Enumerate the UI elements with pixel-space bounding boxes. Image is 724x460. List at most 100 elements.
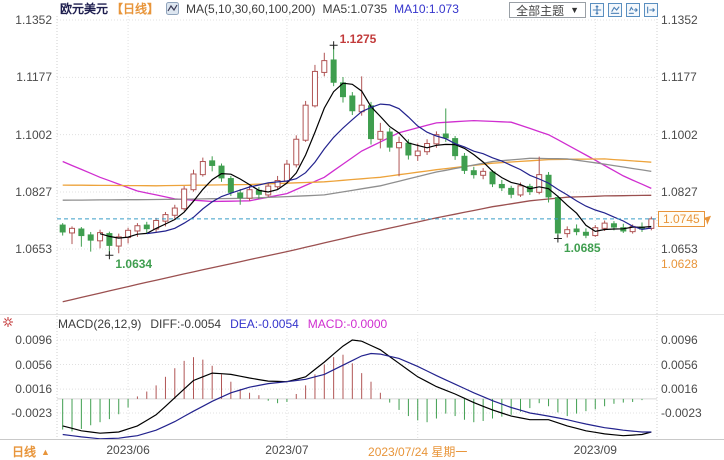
candle-body [414,150,421,157]
candle-body [582,231,589,236]
candle-body [396,142,403,149]
macd-header: MACD(26,12,9) DIFF:-0.0054 DEA:-0.0054 M… [58,317,387,331]
main-y-tick-right: 1.1177 [661,70,697,85]
chart-toolbar: 全部主题 ▼ [509,2,658,18]
candle-body [405,142,412,156]
timeframe-toggle-label: 日线 [12,445,37,459]
ma-line-ma10 [146,103,652,235]
forward-play-icon[interactable] [626,3,640,17]
high-price-annotation: 1.1275 [339,32,377,47]
candle-body [330,59,337,83]
candle-body [181,188,188,210]
indicator-settings-icon[interactable] [2,316,14,328]
candle-body [545,174,552,198]
candle-body [283,163,290,182]
candle-body [78,228,85,237]
macd-y-tick-left: 0.0016 [15,382,52,397]
macd-y-tick-left: 0.0056 [15,357,52,372]
theme-dropdown-label: 全部主题 [516,3,565,18]
ma-line-ma5 [99,82,652,239]
candle-body [452,138,459,157]
candle-body [480,170,487,176]
ma10-value: MA10:1.073 [394,1,459,16]
candle-body [190,173,197,191]
ma5-value: MA5:1.0735 [322,1,388,16]
indicator-chart-icon[interactable] [166,2,180,15]
candle-body [377,130,384,140]
x-axis-tick: 2023/07 [265,443,309,457]
chevron-down-icon: ▼ [570,5,579,15]
price-marker-cross [329,41,338,50]
candle-body [274,180,281,188]
candle-body [302,104,309,141]
macd-y-tick-right: 0.0096 [661,333,698,347]
main-y-tick-right: 1.0653 [661,242,698,256]
candle-body [508,187,515,195]
current-price-tag: 1.0745 [658,210,705,227]
candle-body [218,165,225,179]
key-level-label: 1.0628 [661,257,698,272]
main-y-tick-right: 1.1002 [661,127,698,142]
chart-header: 欧元美元 【日线】 MA(5,10,30,60,100,200) MA5:1.07… [60,1,459,17]
macd-diff-value: DIFF:-0.0054 [150,317,222,331]
jump-latest-icon[interactable] [644,3,658,17]
candle-body [106,233,113,246]
candle-body [227,178,234,193]
macd-y-tick-right: -0.0023 [661,406,702,420]
x-axis-tick: 2023/06 [106,443,150,457]
candle-body [59,224,66,233]
macd-settings-label: MACD(26,12,9) [58,317,142,331]
x-axis-tick: 2023/07/24 星期一 [368,445,468,459]
candle-body [162,214,169,222]
timeframe-toggle-button[interactable]: 日线 ▲ [12,443,50,460]
candle-body [293,138,300,166]
main-y-tick-left: 1.0827 [15,184,52,199]
panel-divider [0,314,724,315]
candle-body [489,171,496,185]
symbol-name: 欧元美元 [60,2,109,16]
candle-body [461,155,468,171]
candle-body [115,236,122,247]
candle-body [433,134,440,145]
candle-body [311,70,318,107]
candle-body [97,232,104,242]
candle-body [554,197,561,234]
candle-body [246,189,253,199]
candle-body [610,223,617,228]
candle-body [573,228,580,233]
ma-settings-label: MA(5,10,30,60,100,200) [186,1,316,16]
candle-body [143,224,150,230]
candle-body [265,185,272,196]
candle-body [171,207,178,216]
candle-body [69,227,76,234]
candle-body [87,234,94,241]
main-y-tick-right: 1.1352 [661,13,698,27]
macd-dea-line [62,352,652,440]
macd-y-tick-right: 0.0056 [661,357,698,372]
candle-body [498,183,505,189]
candle-body [209,160,216,166]
candle-body [386,131,393,148]
low-price-annotation: 1.0634 [115,257,153,272]
range-zoom-icon[interactable] [608,3,622,17]
theme-dropdown[interactable]: 全部主题 ▼ [509,2,586,18]
main-y-tick-left: 1.1002 [15,127,52,142]
x-axis-tick: 2023/09 [573,443,617,457]
price-marker-cross [553,234,562,243]
candle-body [368,105,375,140]
candle-body [442,133,449,139]
macd-y-tick-left: 0.0096 [15,333,52,347]
macd-y-tick-right: 0.0016 [661,382,698,397]
main-y-tick-left: 1.0653 [15,242,52,256]
candle-body [349,95,356,112]
candle-body [536,174,543,193]
crosshair-icon[interactable] [590,3,604,17]
macd-diff-line [62,339,652,437]
timeframe-label: 【日线】 [111,2,160,16]
triangle-up-icon: ▲ [41,446,50,457]
ma-line-ma200 [62,194,652,303]
main-y-tick-left: 1.1177 [16,70,52,85]
macd-y-tick-left: -0.0023 [11,406,52,420]
